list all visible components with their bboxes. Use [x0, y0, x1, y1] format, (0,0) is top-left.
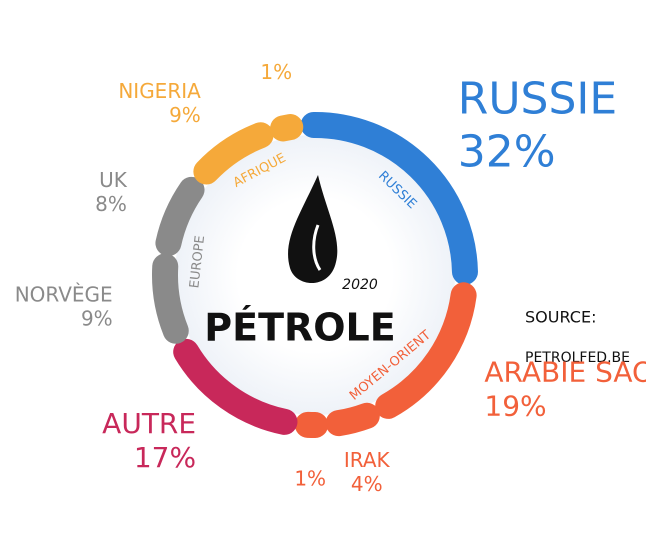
- value-label: 32%: [458, 126, 556, 177]
- segment: [325, 402, 380, 437]
- category-label: RUSSIE: [458, 73, 617, 124]
- category-label: NIGERIA: [118, 79, 201, 103]
- segment: [193, 122, 274, 185]
- value-label: 8%: [95, 192, 127, 216]
- center-label: PÉTROLE: [204, 306, 395, 350]
- year: 2020: [342, 277, 378, 293]
- value-label: 19%: [484, 389, 546, 422]
- source: PETROLFED.BE: [525, 350, 630, 366]
- value-label: 17%: [134, 441, 196, 474]
- value-label: 1%: [294, 466, 326, 490]
- oil-drop-shine: [312, 224, 322, 271]
- value-label: 4%: [351, 472, 383, 496]
- category-label: UK: [99, 168, 128, 192]
- category-label: AUTRE: [102, 407, 196, 440]
- category-label: IRAK: [344, 448, 391, 472]
- segment: [300, 112, 478, 285]
- segment: [375, 282, 477, 419]
- value-label: 1%: [260, 60, 292, 84]
- category-label: ARABIE SAOUDITE: [484, 356, 646, 389]
- segment: [173, 338, 298, 435]
- segment: [152, 253, 189, 344]
- segment: [270, 114, 304, 142]
- value-label: 9%: [169, 103, 201, 127]
- value-label: 9%: [81, 307, 113, 331]
- group-label: EUROPE: [187, 235, 208, 289]
- category-label: NORVÈGE: [15, 283, 113, 307]
- segment: [155, 176, 205, 257]
- source-label: SOURCE:: [525, 308, 596, 327]
- oil-drop-icon: [288, 175, 338, 284]
